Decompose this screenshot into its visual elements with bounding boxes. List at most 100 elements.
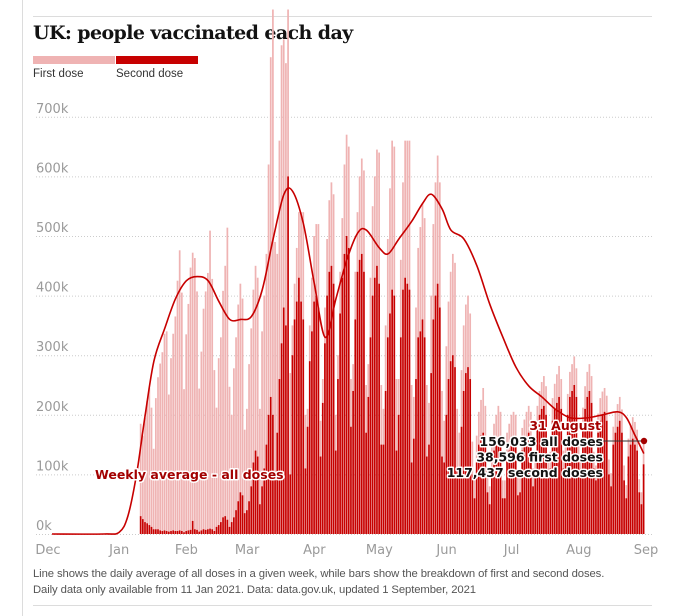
bar-second-dose bbox=[178, 530, 181, 534]
legend-label-first-dose: First dose bbox=[33, 68, 84, 80]
bar-second-dose bbox=[636, 450, 638, 534]
bar-second-dose bbox=[211, 529, 214, 534]
bar-second-dose bbox=[272, 414, 274, 534]
bar-first-dose bbox=[467, 295, 469, 368]
bar-second-dose bbox=[471, 474, 474, 534]
bar-first-dose bbox=[614, 411, 617, 433]
bar-first-dose bbox=[477, 411, 480, 445]
chart-caption: Line shows the daily average of all dose… bbox=[33, 566, 663, 598]
bar-second-dose bbox=[360, 253, 363, 534]
bar-second-dose bbox=[527, 432, 530, 534]
bar-first-dose bbox=[237, 304, 240, 502]
bar-first-dose bbox=[521, 427, 524, 451]
gridlines bbox=[36, 116, 652, 535]
bar-second-dose bbox=[209, 528, 211, 534]
bar-second-dose bbox=[308, 361, 311, 534]
bar-first-dose bbox=[475, 435, 478, 463]
bar-second-dose bbox=[287, 176, 289, 534]
bar-first-dose bbox=[334, 414, 337, 451]
bar-second-dose bbox=[616, 426, 619, 534]
bar-first-dose bbox=[501, 480, 504, 499]
bar-first-dose bbox=[534, 459, 537, 475]
bar-first-dose bbox=[423, 218, 426, 338]
bar-second-dose bbox=[601, 414, 604, 534]
bar-first-dose bbox=[634, 421, 636, 445]
bar-first-dose bbox=[222, 290, 224, 518]
bar-first-dose bbox=[317, 224, 320, 308]
bar-first-dose bbox=[148, 387, 151, 526]
bar-first-dose bbox=[490, 444, 493, 469]
bar-second-dose bbox=[421, 319, 424, 534]
bar-first-dose bbox=[183, 389, 185, 533]
legend-swatch-first-dose bbox=[33, 56, 115, 64]
bar-first-dose bbox=[540, 382, 543, 409]
bar-first-dose bbox=[176, 280, 179, 532]
bar-second-dose bbox=[180, 531, 183, 534]
bar-second-dose bbox=[389, 313, 391, 534]
bar-first-dose bbox=[230, 414, 233, 523]
bar-first-dose bbox=[573, 356, 576, 385]
bar-first-dose bbox=[417, 247, 420, 338]
bar-second-dose bbox=[417, 337, 420, 534]
bar-first-dose bbox=[482, 387, 485, 433]
bar-second-dose bbox=[157, 529, 159, 534]
bar-second-dose bbox=[434, 295, 437, 534]
bar-second-dose bbox=[170, 531, 172, 534]
bar-second-dose bbox=[252, 462, 255, 534]
bar-second-dose bbox=[285, 325, 287, 534]
bar-first-dose bbox=[326, 238, 328, 296]
bar-second-dose bbox=[261, 486, 263, 534]
bar-second-dose bbox=[415, 379, 417, 534]
bar-first-dose bbox=[536, 405, 539, 427]
bar-first-dose bbox=[170, 358, 172, 532]
bar-first-dose bbox=[193, 258, 196, 530]
bar-first-dose bbox=[395, 379, 398, 451]
bar-first-dose bbox=[259, 408, 261, 505]
bar-first-dose bbox=[597, 413, 599, 433]
bar-first-dose bbox=[464, 304, 467, 374]
bar-first-dose bbox=[399, 259, 402, 338]
bar-first-dose bbox=[382, 408, 385, 445]
bar-second-dose bbox=[369, 337, 372, 534]
bar-first-dose bbox=[345, 134, 348, 236]
bar-first-dose bbox=[404, 140, 406, 278]
bar-second-dose bbox=[443, 462, 446, 534]
bar-second-dose bbox=[506, 456, 508, 534]
bar-second-dose bbox=[246, 510, 248, 534]
bar-second-dose bbox=[521, 450, 524, 534]
bar-second-dose bbox=[189, 529, 192, 534]
bar-second-dose bbox=[347, 247, 350, 535]
bar-second-dose bbox=[404, 277, 406, 534]
bar-first-dose bbox=[165, 331, 168, 532]
bar-first-dose bbox=[215, 407, 218, 527]
bar-second-dose bbox=[280, 343, 283, 534]
annotation-value-line: 117,437 second doses bbox=[447, 465, 603, 480]
bar-first-dose bbox=[564, 447, 567, 463]
bar-second-dose bbox=[464, 373, 467, 534]
bar-second-dose bbox=[332, 283, 335, 534]
bar-second-dose bbox=[467, 367, 469, 534]
bar-first-dose bbox=[571, 364, 573, 391]
bar-first-dose bbox=[432, 224, 435, 320]
y-tick-label: 600k bbox=[36, 161, 69, 176]
bar-second-dose bbox=[436, 283, 439, 534]
bar-second-dose bbox=[224, 516, 227, 534]
bar-first-dose bbox=[434, 182, 437, 296]
bar-first-dose bbox=[525, 411, 528, 439]
bar-first-dose bbox=[629, 424, 632, 445]
bar-second-dose bbox=[324, 343, 326, 534]
bar-second-dose bbox=[144, 522, 146, 534]
bar-second-dose bbox=[605, 420, 608, 534]
bar-first-dose bbox=[350, 379, 352, 427]
bar-first-dose bbox=[319, 420, 322, 457]
bar-first-dose bbox=[549, 451, 552, 469]
bar-second-dose bbox=[534, 474, 537, 534]
bar-second-dose bbox=[517, 495, 519, 534]
weekly-average-label: Weekly average - all doses bbox=[95, 467, 284, 482]
bar-second-dose bbox=[456, 468, 459, 534]
bar-second-dose bbox=[410, 462, 413, 534]
bar-second-dose bbox=[614, 432, 617, 534]
bar-first-dose bbox=[202, 308, 205, 530]
bar-first-dose bbox=[616, 404, 619, 427]
bar-first-dose bbox=[428, 402, 430, 445]
